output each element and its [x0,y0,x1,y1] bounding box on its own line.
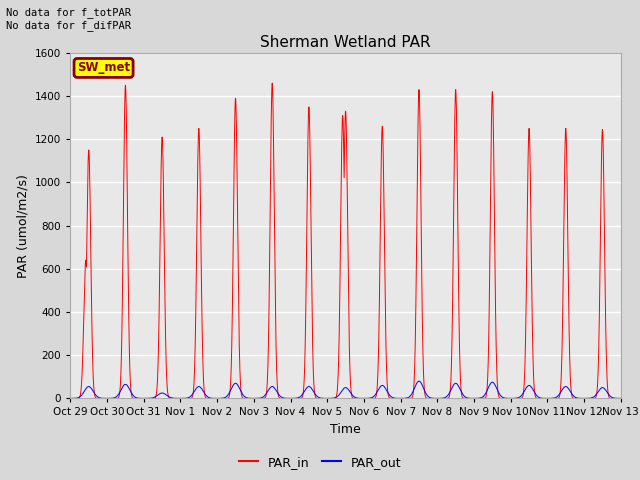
PAR_out [617,396,625,401]
X-axis label: Time: Time [330,423,361,436]
PAR_out [469,396,477,401]
PAR_in [325,396,333,401]
Line: PAR_in: PAR_in [70,83,621,398]
Legend: PAR_in, PAR_out: PAR_in, PAR_out [234,451,406,474]
PAR_in [166,395,173,401]
Title: Sherman Wetland PAR: Sherman Wetland PAR [260,35,431,50]
PAR_out [325,396,333,401]
Text: No data for f_totPAR
No data for f_difPAR: No data for f_totPAR No data for f_difPA… [6,7,131,31]
Line: PAR_out: PAR_out [70,381,621,398]
PAR_out [166,394,173,400]
PAR_out [616,396,624,401]
PAR_in [67,396,74,401]
Text: SW_met: SW_met [77,61,130,74]
Y-axis label: PAR (umol/m2/s): PAR (umol/m2/s) [17,174,29,277]
PAR_in [438,396,446,401]
PAR_in [500,396,508,401]
PAR_in [616,396,624,401]
PAR_out [415,378,423,384]
PAR_out [67,396,74,401]
PAR_out [438,396,446,401]
PAR_in [617,396,625,401]
PAR_in [469,396,477,401]
PAR_out [500,395,508,401]
PAR_in [268,80,276,86]
